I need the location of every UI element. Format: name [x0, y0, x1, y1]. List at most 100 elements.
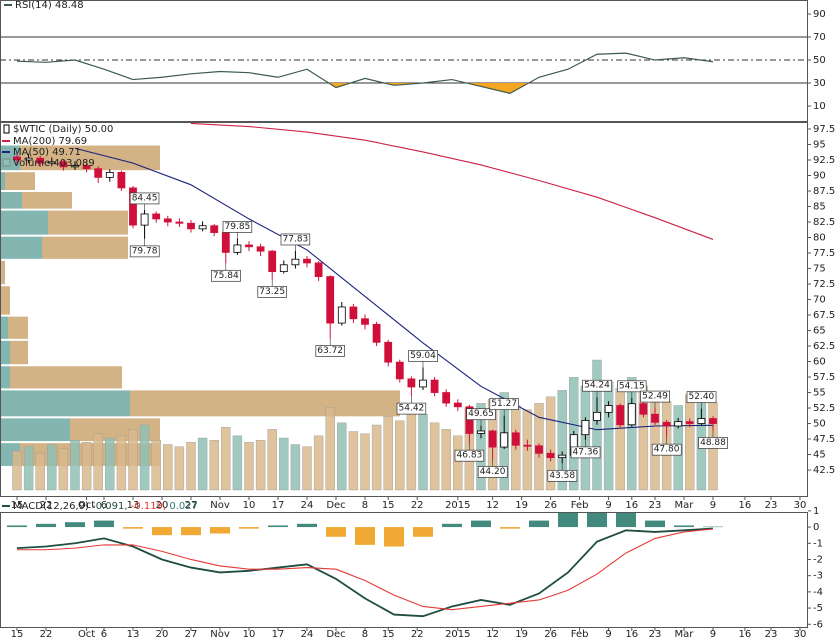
candle-body — [152, 213, 161, 220]
y-tick-label: 62.5 — [813, 341, 835, 352]
vbp-up — [0, 340, 10, 365]
y-tick-label: 95 — [813, 140, 826, 151]
annotation-box — [651, 443, 682, 456]
x-tick-label: 23 — [649, 629, 662, 640]
y-tick-label: 80 — [813, 233, 826, 244]
candle-body — [500, 432, 509, 448]
annotation-box — [211, 269, 241, 282]
x-tick-label: 10 — [243, 500, 256, 511]
y-tick-label: 1 — [813, 506, 819, 517]
candle-body — [71, 165, 79, 168]
histogram-bar — [296, 523, 317, 528]
annotation-box — [280, 233, 311, 246]
histogram-bar — [441, 523, 462, 528]
y-tick-label: 82.5 — [813, 217, 835, 228]
vbp-up — [0, 210, 48, 235]
candle-body — [372, 323, 381, 343]
annotation-box — [454, 449, 485, 462]
vbp-up — [0, 418, 70, 442]
volume-bar — [476, 403, 486, 491]
histogram-bar — [702, 526, 723, 528]
candle-body — [314, 262, 323, 277]
volume-bar — [279, 437, 289, 491]
x-tick-label: 17 — [272, 500, 285, 511]
volume-bar — [592, 359, 602, 491]
volume-bar — [186, 442, 196, 491]
x-tick-label: 9 — [710, 500, 716, 511]
panel-border — [0, 0, 808, 122]
legend-label: MACD(12,26,9) -0.091, -0.119, 0.027 — [13, 501, 198, 512]
y-tick-label: 42.5 — [813, 465, 835, 476]
candle-body — [291, 258, 300, 266]
volume-bar — [395, 420, 405, 491]
x-tick-label: 20 — [156, 629, 169, 640]
x-tick-label: 13 — [127, 500, 140, 511]
x-tick-label: 2015 — [445, 629, 470, 640]
y-tick-label: -3 — [813, 571, 823, 582]
annotation-label: 51.27 — [491, 399, 517, 409]
x-tick-label: 13 — [127, 629, 140, 640]
candle-body — [268, 250, 277, 273]
candle-body — [349, 306, 358, 320]
candle-body — [337, 306, 346, 324]
annotation-label: 54.24 — [584, 381, 610, 391]
volume-bar — [197, 437, 208, 491]
x-tick-label: 22 — [40, 629, 53, 640]
volume-bar — [47, 444, 57, 491]
volume-bar — [70, 439, 80, 491]
x-tick-label: 24 — [301, 629, 314, 640]
volume-bar — [545, 396, 556, 491]
x-tick-label: 26 — [544, 500, 557, 511]
annotation-label: 52.49 — [642, 392, 668, 402]
volume-bar — [603, 381, 614, 491]
candle-body — [685, 421, 694, 424]
y-tick-label: 87.5 — [813, 186, 835, 197]
x-tick-label: 22 — [411, 500, 424, 511]
y-tick-label: 50 — [813, 55, 826, 66]
volume-bar — [116, 435, 127, 491]
volume-bar — [139, 424, 150, 491]
rsi-line — [16, 52, 714, 95]
x-tick-label: 6 — [101, 629, 107, 640]
x-tick-label: 9 — [605, 500, 611, 511]
legend-part: -0.091, — [92, 501, 127, 512]
annotation-label: 47.36 — [573, 447, 599, 457]
panel-border — [0, 512, 808, 628]
annotation-label: 75.84 — [213, 271, 239, 281]
x-tick-label: 23 — [765, 629, 778, 640]
annotation-label: 77.83 — [283, 234, 309, 244]
x-tick-label: Feb — [571, 500, 589, 511]
candle-body — [616, 405, 625, 426]
vbp-up — [0, 172, 5, 191]
x-tick-label: 16 — [739, 629, 752, 640]
candle-body — [453, 402, 462, 408]
y-tick-label: 65 — [813, 326, 826, 337]
candle-body — [361, 318, 369, 325]
x-tick-label: Mar — [675, 500, 695, 511]
annotation-label: 54.42 — [399, 404, 425, 414]
x-tick-label: 16 — [625, 500, 638, 511]
candle-body — [94, 168, 103, 178]
x-tick-label: 15 — [11, 629, 24, 640]
legend-part: 0.027 — [169, 501, 198, 512]
annotation-box — [222, 221, 253, 233]
volume-bar — [105, 437, 115, 491]
histogram-bar — [6, 525, 27, 528]
candle-body — [24, 157, 33, 161]
histogram-bar — [35, 523, 56, 528]
annotation-box — [617, 380, 647, 393]
candle-body — [163, 218, 172, 223]
histogram-bar — [412, 527, 433, 537]
volume-bar — [93, 433, 103, 491]
vbp-up — [0, 236, 42, 259]
annotation-box — [489, 398, 519, 411]
vbp-down — [42, 236, 128, 259]
volume-bar — [255, 439, 266, 491]
y-tick-label: -1 — [813, 538, 823, 549]
annotation-box — [640, 390, 671, 403]
candle-body — [604, 405, 613, 413]
volume-bar — [267, 429, 277, 491]
legend-label: RSI(14) 48.48 — [15, 0, 84, 11]
y-tick-label: 97.5 — [813, 124, 835, 135]
